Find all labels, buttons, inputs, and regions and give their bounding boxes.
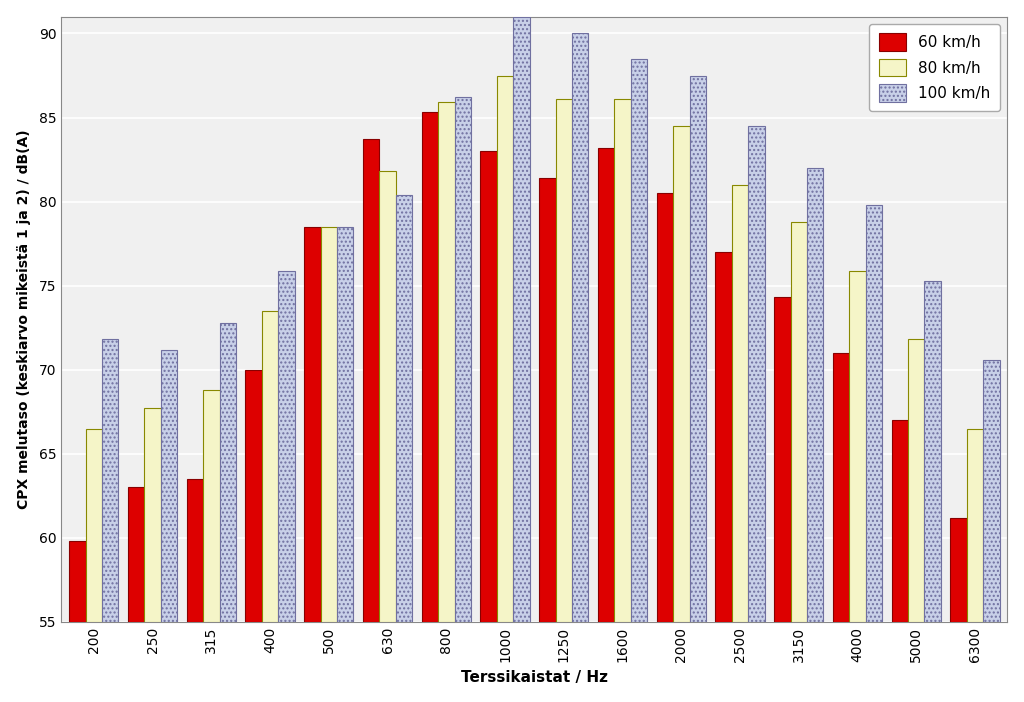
Bar bbox=[908, 340, 925, 622]
Bar bbox=[513, 17, 529, 622]
Bar bbox=[102, 340, 119, 622]
Bar bbox=[279, 270, 295, 622]
Bar bbox=[70, 541, 86, 622]
Bar bbox=[395, 195, 413, 622]
Bar bbox=[455, 98, 471, 622]
Bar bbox=[86, 428, 102, 622]
Bar bbox=[186, 479, 203, 622]
Bar bbox=[774, 298, 791, 622]
Bar bbox=[983, 359, 999, 622]
Bar bbox=[614, 99, 631, 622]
Bar bbox=[689, 76, 706, 622]
Bar bbox=[865, 205, 883, 622]
Bar bbox=[656, 193, 673, 622]
Bar bbox=[161, 350, 177, 622]
Bar bbox=[950, 517, 967, 622]
Bar bbox=[967, 428, 983, 622]
Bar bbox=[480, 151, 497, 622]
Legend: 60 km/h, 80 km/h, 100 km/h: 60 km/h, 80 km/h, 100 km/h bbox=[869, 25, 999, 111]
Bar bbox=[749, 126, 765, 622]
X-axis label: Terssikaistat / Hz: Terssikaistat / Hz bbox=[461, 670, 608, 685]
Bar bbox=[598, 148, 614, 622]
Bar bbox=[556, 99, 572, 622]
Bar bbox=[337, 227, 353, 622]
Bar bbox=[892, 420, 908, 622]
Bar bbox=[128, 487, 144, 622]
Bar bbox=[304, 227, 321, 622]
Bar bbox=[379, 171, 395, 622]
Bar bbox=[422, 112, 438, 622]
Bar bbox=[262, 311, 279, 622]
Bar bbox=[791, 222, 807, 622]
Bar bbox=[203, 390, 219, 622]
Bar bbox=[925, 281, 941, 622]
Bar bbox=[246, 370, 262, 622]
Bar bbox=[144, 409, 161, 622]
Bar bbox=[673, 126, 689, 622]
Bar bbox=[631, 59, 647, 622]
Bar bbox=[362, 140, 379, 622]
Bar bbox=[539, 178, 556, 622]
Bar bbox=[321, 227, 337, 622]
Bar bbox=[716, 252, 732, 622]
Bar bbox=[572, 34, 589, 622]
Bar bbox=[438, 102, 455, 622]
Bar bbox=[497, 76, 513, 622]
Bar bbox=[219, 323, 236, 622]
Y-axis label: CPX melutaso (keskiarvo mikeistä 1 ja 2) / dB(A): CPX melutaso (keskiarvo mikeistä 1 ja 2)… bbox=[16, 129, 31, 509]
Bar bbox=[849, 270, 865, 622]
Bar bbox=[833, 353, 849, 622]
Bar bbox=[732, 185, 749, 622]
Bar bbox=[807, 168, 823, 622]
